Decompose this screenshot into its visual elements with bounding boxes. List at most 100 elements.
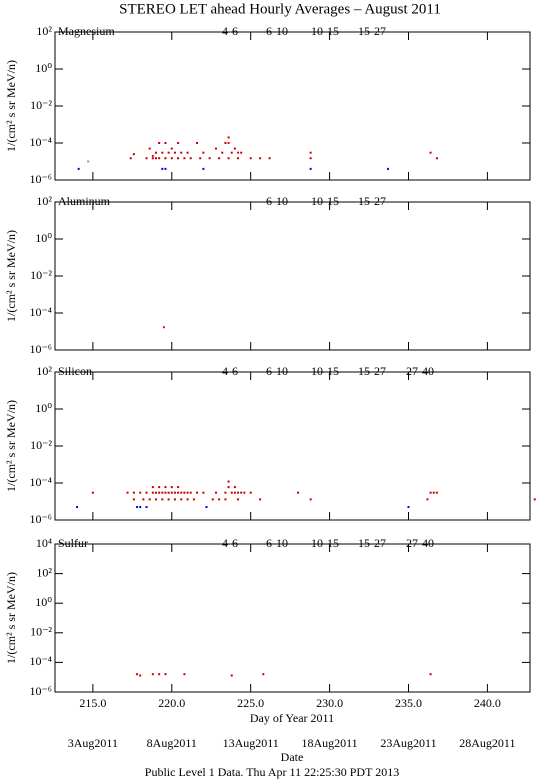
data-point [161,491,164,494]
panel-label: Aluminum [58,194,111,208]
data-point [154,491,157,494]
data-point [177,491,180,494]
data-point [145,157,148,160]
data-point [139,491,142,494]
data-point [237,157,240,160]
data-point [164,486,167,489]
data-point [167,498,170,501]
plot-frame [54,543,531,693]
y-tick-label: 10⁻⁴ [29,475,52,489]
panel-label: Magnesium [58,24,115,38]
plot-frame [54,201,531,351]
data-point [533,498,536,501]
data-point [151,157,154,160]
data-point [407,506,410,509]
data-point [218,157,221,160]
x-tick-label: 230.0 [316,696,343,710]
data-point [227,486,230,489]
data-point [259,498,262,501]
data-point [230,491,233,494]
data-point [158,157,161,160]
legend-label: 27-40 [406,536,434,550]
y-tick-label: 10² [36,194,52,208]
data-point [199,157,202,160]
data-point [136,673,139,676]
data-point [189,491,192,494]
data-point [132,491,135,494]
data-point [177,142,180,144]
data-point [214,147,217,150]
data-point [145,491,148,494]
legend-label: 4-6 [222,24,238,38]
panel-label: Silicon [58,364,92,378]
data-point [259,157,262,160]
date-tick-label: 18Aug2011 [301,736,357,750]
data-point [237,151,240,154]
data-point [148,147,151,150]
data-point [309,151,312,154]
data-point [164,491,167,494]
data-point [77,167,80,170]
data-point [202,151,205,154]
data-point [154,151,157,154]
y-tick-label: 10⁻⁶ [29,342,52,356]
data-point [164,157,167,160]
data-point [233,147,236,150]
y-tick-label: 10⁰ [35,61,52,75]
data-point [132,153,135,156]
y-axis-title: 1/(cm² s sr MeV/n) [4,400,18,492]
data-point [211,498,214,501]
date-tick-label: 23Aug2011 [380,736,436,750]
y-tick-label: 10⁻⁴ [29,305,52,319]
data-point [240,491,243,494]
y-tick-label: 10² [36,565,52,579]
data-point [145,506,148,509]
legend-label: 6-10 [266,536,288,550]
data-point [230,674,233,677]
legend-label: 10-15 [311,194,339,208]
data-point [142,498,145,501]
legend-label: 27-40 [406,364,434,378]
y-tick-label: 10⁻⁴ [29,135,52,149]
data-point [158,486,161,489]
data-point [183,673,186,676]
legend-label: 6-10 [266,24,288,38]
data-point [151,491,154,494]
data-point [426,498,429,501]
y-tick-label: 10⁰ [35,595,52,609]
data-point [136,506,139,509]
data-point [268,157,271,160]
legend-label: 6-10 [266,194,288,208]
data-point [164,673,167,676]
data-point [186,498,189,501]
data-point [435,157,438,160]
legend-label: 15-27 [358,194,386,208]
x-tick-label: 235.0 [395,696,422,710]
data-point [167,491,170,494]
data-point [224,498,227,501]
panel-label: Sulfur [58,536,88,550]
data-point [180,151,183,154]
data-point [154,498,157,501]
data-point [151,673,154,676]
data-point [87,160,90,163]
y-tick-label: 10⁻⁶ [29,172,52,186]
data-point [164,142,167,144]
y-tick-label: 10² [36,364,52,378]
y-tick-label: 10⁻² [30,438,52,452]
legend-label: 15-27 [358,536,386,550]
data-point [170,486,173,489]
data-point [139,674,142,677]
data-point [435,491,438,494]
data-point [214,491,217,494]
data-point [202,491,205,494]
data-point [126,491,129,494]
legend-label: 4-6 [222,364,238,378]
data-point [208,157,211,160]
data-point [173,498,176,501]
y-tick-label: 10⁻⁴ [29,654,52,668]
data-point [196,491,199,494]
data-point [161,167,164,170]
data-point [205,506,208,509]
